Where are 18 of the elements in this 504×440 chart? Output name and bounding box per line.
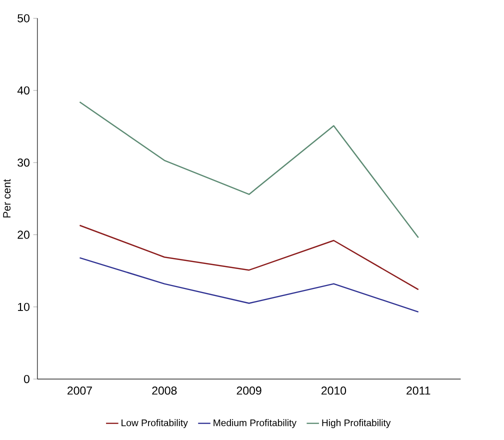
x-tick-label: 2007: [68, 386, 92, 395]
y-tick-label: 40: [17, 86, 30, 95]
legend-label: High Profitability: [322, 419, 391, 428]
y-tick-label: 30: [18, 158, 30, 167]
line-series: [79, 257, 419, 313]
line-series: [79, 102, 419, 238]
y-tick-label: 20: [18, 230, 30, 239]
x-tick-label: 2008: [152, 386, 177, 395]
y-tick-label: 50: [18, 14, 30, 23]
line-series: [79, 224, 419, 290]
y-tick-label: 0: [24, 375, 30, 384]
x-tick-label: 2009: [236, 386, 262, 395]
y-axis-title: Per cent: [3, 179, 11, 218]
legend-label: Medium Profitability: [214, 419, 296, 428]
legend-label: Low Profitability: [122, 419, 188, 428]
x-tick-label: 2011: [406, 386, 430, 395]
y-tick-label: 10: [18, 302, 30, 312]
x-tick-label: 2010: [321, 386, 346, 395]
